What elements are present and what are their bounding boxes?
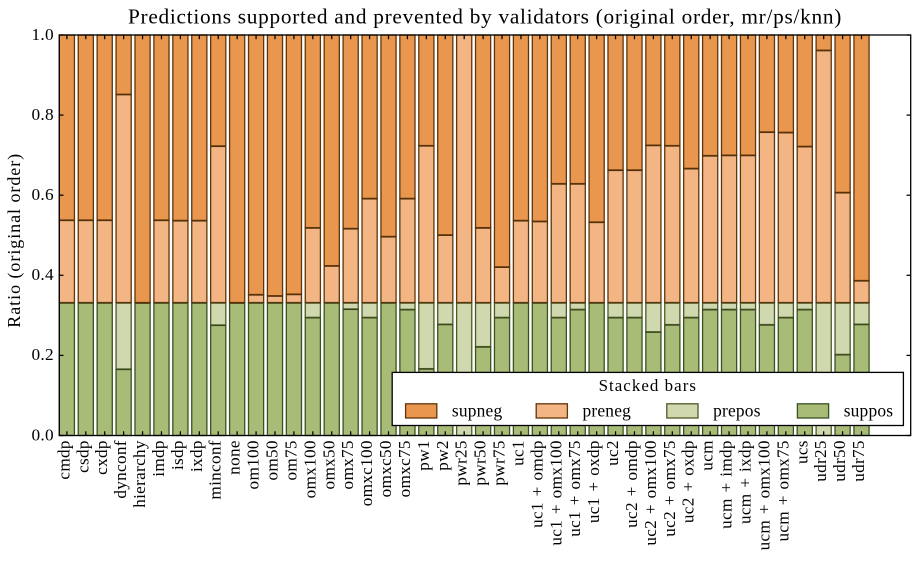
svg-text:omxc50: omxc50 [376, 440, 395, 497]
svg-text:0.4: 0.4 [31, 265, 54, 284]
svg-text:ucm + imdp: ucm + imdp [717, 440, 736, 529]
svg-text:pwr50: pwr50 [471, 440, 490, 485]
svg-text:0.2: 0.2 [31, 345, 54, 364]
svg-text:cxdp: cxdp [92, 440, 111, 475]
svg-text:omxc75: omxc75 [395, 440, 414, 497]
svg-text:om50: om50 [262, 440, 281, 480]
svg-text:dynconf: dynconf [111, 440, 130, 498]
svg-text:uc2: uc2 [603, 440, 622, 466]
svg-text:omx50: omx50 [319, 440, 338, 489]
svg-text:ucm + omx75: ucm + omx75 [773, 440, 792, 541]
svg-text:ucm: ucm [698, 440, 717, 471]
svg-text:Predictions supported and prev: Predictions supported and prevented by v… [128, 4, 842, 28]
svg-text:ucs: ucs [792, 440, 811, 464]
svg-text:preneg: preneg [583, 400, 632, 420]
svg-text:1.0: 1.0 [31, 25, 54, 44]
svg-text:uc2 + oxdp: uc2 + oxdp [679, 440, 698, 523]
svg-text:imdp: imdp [149, 440, 168, 477]
svg-text:uc1 + omdp: uc1 + omdp [527, 440, 546, 528]
svg-text:Ratio (original order): Ratio (original order) [4, 153, 25, 328]
svg-text:supneg: supneg [452, 400, 503, 420]
svg-text:udr50: udr50 [830, 440, 849, 482]
svg-text:hierarchy: hierarchy [130, 440, 149, 508]
svg-text:uc2 + omx100: uc2 + omx100 [641, 440, 660, 545]
svg-text:ixdp: ixdp [187, 440, 206, 472]
svg-text:pwr75: pwr75 [490, 440, 509, 485]
svg-text:udr25: udr25 [811, 440, 830, 482]
svg-text:uc1 + omx75: uc1 + omx75 [565, 440, 584, 537]
svg-text:udr75: udr75 [849, 440, 868, 482]
svg-text:0.8: 0.8 [31, 105, 54, 124]
svg-text:om100: om100 [244, 440, 263, 489]
svg-text:uc1 + oxdp: uc1 + oxdp [584, 440, 603, 523]
svg-text:pw2: pw2 [433, 440, 452, 471]
svg-text:uc2 + omx75: uc2 + omx75 [660, 440, 679, 537]
svg-text:omx100: omx100 [300, 440, 319, 498]
svg-text:omx75: omx75 [338, 440, 357, 489]
svg-text:0.0: 0.0 [31, 425, 54, 444]
svg-text:ucm + ixdp: ucm + ixdp [735, 440, 754, 524]
svg-text:csdp: csdp [73, 440, 92, 473]
svg-text:uc1 + omx100: uc1 + omx100 [546, 440, 565, 545]
svg-text:0.6: 0.6 [31, 185, 54, 204]
svg-text:none: none [225, 440, 244, 475]
svg-text:suppos: suppos [844, 400, 894, 420]
svg-text:om75: om75 [281, 440, 300, 480]
svg-text:uc2 + omdp: uc2 + omdp [622, 440, 641, 528]
svg-text:uc1: uc1 [508, 440, 527, 466]
svg-text:pwr25: pwr25 [452, 440, 471, 485]
svg-text:prepos: prepos [713, 400, 761, 420]
svg-text:minconf: minconf [206, 440, 225, 499]
svg-text:ucm + omx100: ucm + omx100 [754, 440, 773, 550]
svg-text:cmdp: cmdp [54, 440, 73, 479]
svg-text:isdp: isdp [168, 440, 187, 470]
svg-text:omxc100: omxc100 [357, 440, 376, 506]
svg-text:Stacked bars: Stacked bars [599, 376, 697, 395]
svg-text:pw1: pw1 [414, 440, 433, 471]
